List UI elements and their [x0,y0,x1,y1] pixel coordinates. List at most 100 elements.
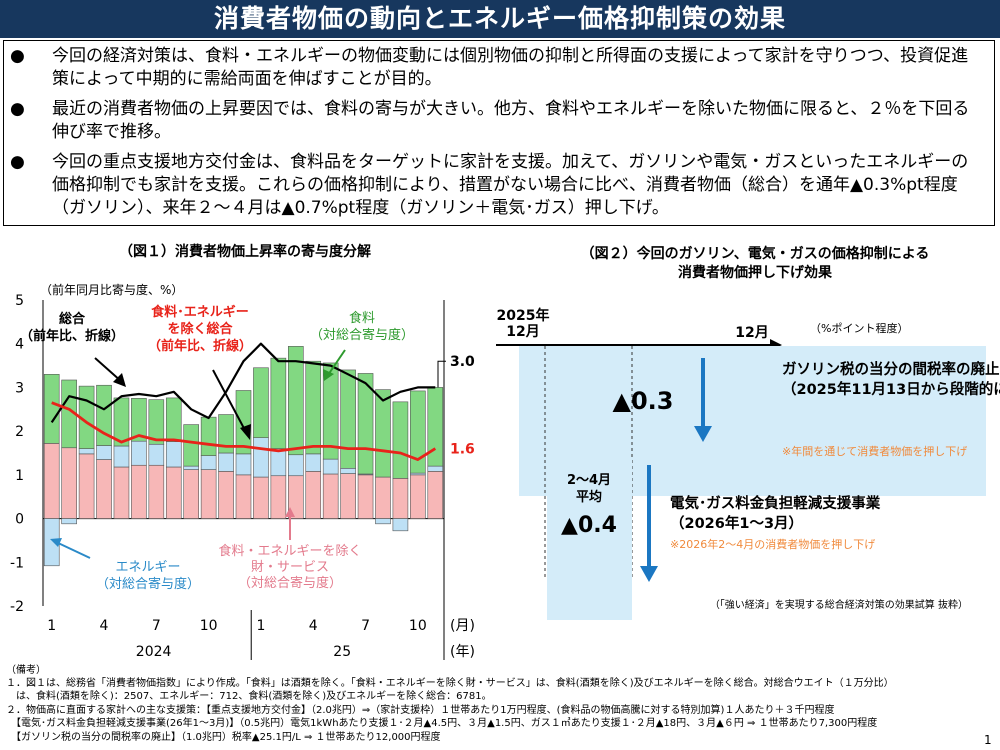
bar-segment [392,478,409,519]
page-number: 1 [984,733,992,747]
page-title: 消費者物価の動向とエネルギー価格抑制策の効果 [0,0,1000,38]
year-label: 2024 [136,644,172,660]
core-goods-bar-label: 食料・エネルギーを除く財・サービス（対総合寄与度） [218,543,361,591]
bar-segment [410,390,426,474]
y-tick-label: 3 [15,380,24,396]
year-label: 25 [333,644,351,660]
bar-segment [427,465,444,472]
y-tick-label: 0 [15,512,24,528]
bar-segment [305,360,322,455]
energy-bar-label: エネルギー（対総合寄与度） [96,560,200,592]
bar-segment [148,464,165,519]
bar-segment [218,414,234,454]
core-goods-leader-arrowhead [285,507,295,517]
x-tick-label: 10 [200,618,218,634]
bar-segment [113,397,130,447]
bar-segment [340,468,356,474]
summary-bullet: ● 今回の経済対策は、食料・エネルギーの物価変動には個別物価の抑制と所得面の支援… [10,45,982,91]
x-tick-label: 7 [152,618,161,634]
bar-segment [322,458,339,475]
x-tick-label: 7 [361,618,370,634]
bar-segment [183,465,199,470]
total-leader-arrowhead [113,373,126,387]
bar-segment [165,441,182,468]
fig1-title: （図１）消費者物価上昇率の寄与度分解 [119,244,371,260]
bar-segment [183,424,199,467]
bullet-marker: ● [10,99,25,119]
bar-segment [183,469,199,519]
bar-segment [322,473,339,519]
bar-segment [288,346,304,456]
bar-segment [392,401,409,479]
note-line: 【ガソリン税の当分の間税率の廃止】（1.0兆円）税率▲25.1円/L ⇒ １世帯… [6,732,441,743]
bar-segment [78,453,95,519]
bullet-text: 最近の消費者物価の上昇要因では、食料の寄与が大きい。他方、食料やエネルギーを除い… [52,99,970,142]
elec-gas-value: ▲0.4 [561,513,617,538]
bar-segment [270,448,287,477]
bar-segment [200,469,217,519]
series-line [50,342,436,424]
bar-segment [43,443,60,519]
fig2-source: （「強い経済」を実現する総合経済対策の効果試算 抜粋） [710,598,968,611]
total-line-label: 総合（前年比、折線） [20,311,124,344]
elec-gas-period-label: 2～4月平均 [567,473,611,505]
bar-segment [235,474,252,519]
bar-segment [61,447,77,519]
axis-end-label: 12月 [735,325,768,341]
x-tick-label: 4 [309,618,318,634]
fig2-title: （図２）今回のガソリン、電気・ガスの価格抑制による 消費者物価押し下げ効果 [580,246,930,281]
x-tick-label: 10 [409,618,427,634]
bar-segment [305,453,322,472]
unit-label: （%ポイント程度） [810,321,908,335]
bar-segment [43,374,60,444]
bar-segment [375,389,391,478]
y-tick-label: 4 [15,337,24,353]
energy-leader-line [55,541,91,559]
bar-segment [148,399,165,445]
y-tick-label: -2 [10,599,24,615]
y-tick-label: 5 [15,293,24,309]
bar-segment [253,437,269,478]
bar-segment [131,464,147,519]
bar-segment [218,452,234,472]
bar-segment [235,453,252,476]
elec-gas-label: 電気･ガス料金負担軽減支援事業（2026年1～3月） [670,494,881,532]
bar-segment [410,474,426,519]
summary-bullet: ● 今回の重点支援地方交付金は、食料品をターゲットに家計を支援。加えて、ガソリン… [10,151,982,220]
gasoline-label: ガソリン税の当分の間税率の廃止（2025年11月13日から段階的に価格引き下げ） [782,360,1000,398]
elec-gas-arrow-head [640,566,658,582]
bar-segment [253,476,269,519]
bar-segment [148,443,165,466]
series-line [51,401,437,462]
x-unit-label: (年) [450,644,475,660]
bar-segment [96,445,112,460]
end-total-leader [437,360,446,388]
bar-segment [253,367,269,438]
food-bar-label: 食料（対総合寄与度） [310,310,414,343]
bar-segment [218,471,234,519]
bullet-text: 今回の重点支援地方交付金は、食料品をターゲットに家計を支援。加えて、ガソリンや電… [52,152,969,218]
bar-segment [322,362,339,460]
x-tick-label: 1 [47,618,56,634]
bar-segment [78,448,95,455]
gasoline-arrow-head [694,426,712,442]
bar-segment [113,466,130,519]
x-unit-label: (月) [450,618,475,634]
bar-segment [165,466,182,519]
bar-segment [61,518,77,525]
bar-segment [200,455,217,470]
note-line: ２．物価高に直面する家計への主な支援策：【重点支援地方交付金】（2.0兆円）⇒（… [6,705,835,716]
note-line: １．図１は、総務省「消費者物価指数」により作成。「食料」は酒類を除く。「食料・エ… [6,678,894,689]
bar-segment [165,397,182,442]
energy-leader-arrowhead [50,538,62,547]
note-line: は、食料(酒類を除く)：2507、エネルギー：712、食料(酒類を除く)及びエネ… [6,691,492,702]
bar-segment [427,387,444,467]
bar-segment [96,459,112,519]
bar-segment [427,471,444,519]
end-total-value: 3.0 [450,354,475,370]
bar-segment [340,473,356,519]
bar-segment [375,476,391,519]
y-axis-title: （前年同月比寄与度、%） [40,282,183,297]
bar-segment [357,474,374,519]
bar-segment [270,357,287,449]
